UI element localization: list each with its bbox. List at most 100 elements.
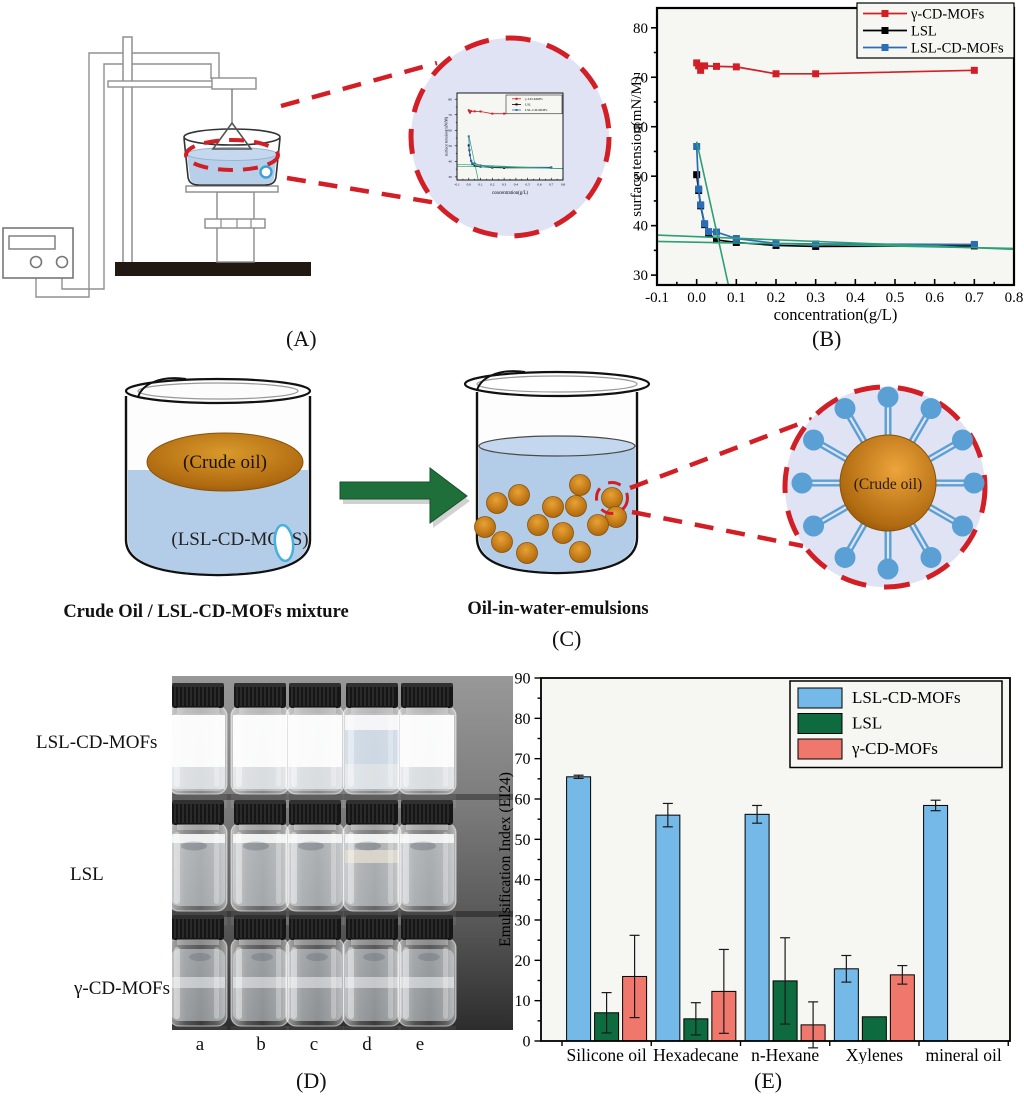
vial (397, 915, 457, 1030)
x-tick-label: -0.1 (454, 182, 460, 186)
x-tick-label: 0.8 (1005, 290, 1024, 306)
bar-series-LSL-CD-MOFs (566, 774, 949, 1042)
y-tick-label: 70 (515, 751, 531, 768)
zoom-callout-line (629, 416, 813, 491)
y-tick-label: 80 (633, 21, 648, 37)
x-tick-label: 0.5 (526, 182, 531, 186)
y-tick-label: 0 (523, 1033, 531, 1050)
lab-jack (115, 185, 311, 276)
vial (230, 683, 290, 808)
column-label-e: e (415, 1034, 425, 1055)
x-tick-label: 0.7 (965, 290, 984, 306)
x-tick-label: 0.0 (687, 290, 706, 306)
bar (889, 974, 915, 1042)
droplet-highlight-circle (595, 481, 629, 515)
y-tick-label: 10 (515, 993, 531, 1010)
y-axis-label: surface tension(mN/M) (630, 76, 645, 216)
vial (285, 683, 345, 808)
y-tick-label: 50 (448, 144, 452, 148)
category-label: Hexadecane (653, 1045, 739, 1064)
tensiometer-control-box (2, 227, 74, 279)
vial (342, 683, 402, 808)
category-label: Silicone oil (567, 1045, 647, 1064)
x-tick-label: 0.8 (561, 182, 566, 186)
vial (230, 800, 290, 925)
legend-label: γ-CD-MOFs (851, 739, 938, 758)
panel-b-surface-tension-chart: -0.1 0.0 0.1 0.2 0.3 0.4 0.5 0.6 0.7 0.8 30 40 50 60 7… (630, 2, 1024, 324)
bar (566, 776, 592, 1042)
process-arrow (339, 466, 470, 528)
legend-label: LSL-CD-MOFs (525, 108, 548, 112)
vial-row-0 (172, 683, 457, 808)
y-tick-label: 70 (448, 113, 452, 117)
caption-d: (D) (296, 1068, 327, 1093)
vial (342, 800, 402, 925)
x-tick-label: 0.7 (549, 182, 554, 186)
x-tick-label: 0.5 (886, 290, 905, 306)
y-tick-label: 50 (515, 832, 531, 849)
cmc-fit-lines (657, 141, 1014, 285)
crude-oil-label: (Crude oil) (183, 452, 267, 473)
y-tick-label: 40 (633, 219, 648, 235)
category-label: n-Hexane (751, 1045, 819, 1064)
y-tick-label: 70 (633, 70, 648, 86)
vial (230, 915, 290, 1030)
vial-row-1 (172, 800, 457, 925)
bar (744, 813, 770, 1042)
x-tick-label: -0.1 (645, 290, 669, 306)
legend-label: γ-CD-MOFs (910, 6, 985, 22)
y-axis-label: surface tension(mN/M) (444, 116, 449, 156)
droplet-oil-label: (Crude oil) (854, 476, 922, 493)
y-axis-label: Emulsification Index (EI24) (498, 772, 514, 947)
bar (923, 804, 949, 1042)
legend-label: γ-CD-MOFs (525, 97, 543, 101)
y-tick-label: 80 (515, 711, 531, 728)
vial (285, 915, 345, 1030)
x-tick-label: 0.6 (537, 182, 542, 186)
caption-b: (B) (812, 326, 842, 351)
panel-a-inset-mini-chart: -0.1 0.0 0.1 0.2 0.3 0.4 0.5 0.6 0.7 0.8 30 40 50 60 7… (444, 92, 566, 196)
vial (172, 683, 228, 808)
du-nouy-ring (211, 121, 253, 150)
caption-c: (C) (552, 626, 582, 651)
x-tick-label: 0.4 (846, 290, 865, 306)
y-tick-label: 50 (633, 169, 648, 185)
bubble-marker (259, 165, 273, 179)
oil-droplets (474, 474, 627, 564)
y-tick-label: 30 (515, 912, 531, 929)
legend: LSL-CD-MOFs LSL γ-CD-MOFs (789, 680, 1003, 769)
panel-d-vial-photo (172, 676, 513, 1030)
x-tick-label: 0.1 (727, 290, 746, 306)
x-axis-label: concentration(g/L) (774, 305, 898, 324)
beaker1-caption: Crude Oil / LSL-CD-MOFs mixture (63, 602, 348, 622)
bar (655, 814, 681, 1042)
x-tick-label: 0.2 (767, 290, 786, 306)
y-tick-label: 60 (515, 791, 531, 808)
column-label-b: b (256, 1034, 266, 1055)
series-γ-CD-MOFs (693, 59, 978, 78)
category-label: Xylenes (846, 1045, 904, 1064)
beaker-emulsion: Oil-in-water-emulsions (463, 370, 651, 619)
x-tick-label: 0.3 (806, 290, 825, 306)
zoom-callout-line (286, 175, 438, 206)
panel-e-emulsification-chart: 0 10 20 30 40 50 60 70 80 90 Silicone oil Hexadecan… (498, 670, 1011, 1064)
particle-highlight (273, 523, 295, 563)
x-tick-label: 0.6 (925, 290, 944, 306)
column-label-a: a (195, 1034, 205, 1055)
bar-series-γ-CD-MOFs (622, 934, 915, 1049)
vial-row-2 (172, 915, 457, 1030)
caption-e: (E) (754, 1068, 783, 1093)
x-tick-label: 0.4 (514, 182, 519, 186)
category-label: mineral oil (925, 1045, 1001, 1064)
knob (55, 255, 69, 269)
panel-c-scheme: (Crude oil) (LSL-CD-MOFS) Crude Oil / LS… (63, 370, 988, 622)
vial (172, 915, 228, 1030)
row-label-gamma-cd-mofs: γ-CD-MOFs (74, 978, 171, 999)
x-axis-label: concentration(g/L) (492, 191, 528, 196)
beaker-crude-oil-mixture: (Crude oil) (LSL-CD-MOFS) Crude Oil / LS… (63, 377, 349, 622)
magnified-emulsion-droplet: (Crude oil) (782, 384, 988, 590)
vial (342, 915, 402, 1030)
